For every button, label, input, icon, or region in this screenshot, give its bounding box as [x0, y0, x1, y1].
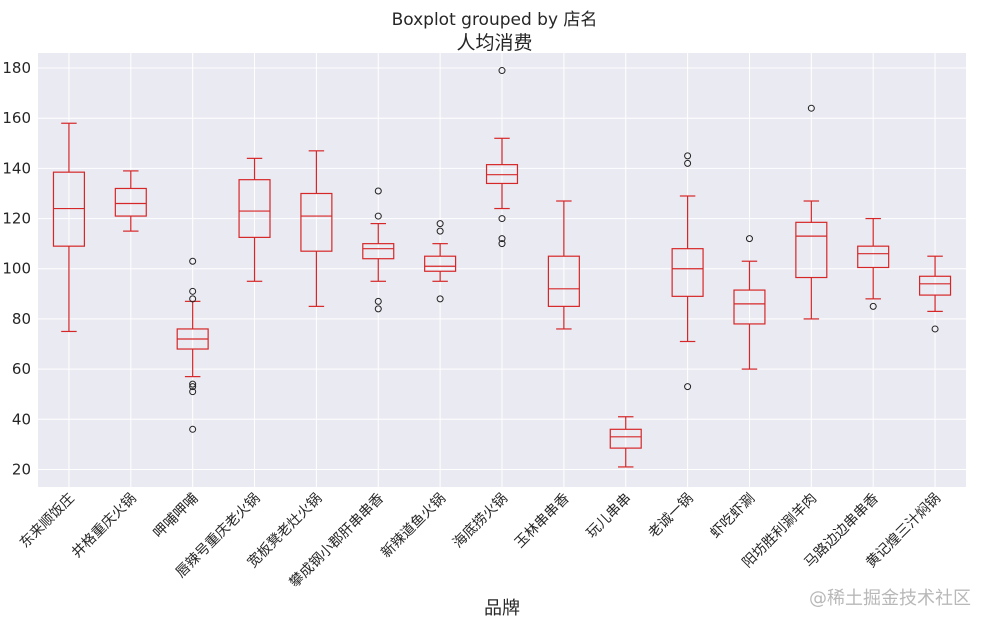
outlier-point — [436, 295, 444, 303]
outlier-point — [684, 152, 692, 160]
y-tick-label: 20 — [12, 460, 31, 478]
box-11 — [733, 235, 766, 370]
box-2 — [176, 257, 209, 433]
outlier-point — [189, 383, 197, 391]
box-12 — [795, 104, 828, 320]
y-tick-label: 140 — [2, 159, 31, 177]
y-axis-ticks: 20 40 60 80 100 120 140 160 180 — [2, 59, 31, 478]
watermark: @稀土掘金技术社区 — [809, 588, 971, 609]
outlier-point — [807, 104, 815, 112]
box-3 — [238, 157, 271, 282]
box-iqr — [300, 192, 333, 252]
x-tick-label: 老诚一锅 — [646, 491, 697, 542]
outlier-point — [189, 425, 197, 433]
box-10 — [671, 152, 704, 391]
y-tick-label: 160 — [2, 109, 31, 127]
box-6 — [424, 220, 457, 303]
y-tick-label: 100 — [2, 260, 31, 278]
outlier-point — [498, 240, 506, 248]
outlier-point — [436, 227, 444, 235]
y-tick-label: 60 — [12, 360, 31, 378]
y-tick-label: 80 — [12, 310, 31, 328]
outlier-point — [189, 287, 197, 295]
box-iqr — [795, 221, 828, 279]
box-iqr — [485, 164, 519, 185]
box-iqr — [609, 428, 642, 449]
box-iqr — [547, 255, 580, 307]
box-4 — [300, 150, 333, 307]
x-tick-label: 新辣道鱼火锅 — [378, 490, 449, 561]
x-tick-label: 玉林串串香 — [512, 491, 573, 552]
outlier-point — [374, 297, 382, 305]
chart-suptitle: Boxplot grouped by 店名 — [391, 10, 598, 30]
outlier-point — [189, 388, 197, 396]
box-iqr — [918, 275, 952, 296]
box-1 — [114, 170, 147, 232]
box-iqr — [857, 245, 890, 269]
x-axis-label: 品牌 — [484, 598, 520, 619]
boxes — [52, 67, 952, 468]
y-tick-label: 40 — [12, 410, 31, 428]
x-tick-label: 东来顺饭庄 — [16, 490, 78, 552]
outlier-point — [684, 383, 692, 391]
x-tick-label: 虾吃虾涮 — [707, 491, 758, 542]
box-7 — [485, 67, 519, 248]
outlier-point — [189, 295, 197, 303]
chart-title: 人均消费 — [456, 32, 533, 54]
outlier-point — [498, 235, 506, 243]
outlier-point — [498, 67, 506, 75]
outlier-point — [498, 215, 506, 223]
x-tick-label: 玩儿串串 — [584, 491, 635, 542]
box-0 — [52, 122, 85, 333]
box-8 — [547, 200, 580, 330]
box-iqr — [733, 289, 766, 325]
box-iqr — [362, 243, 395, 260]
y-tick-label: 180 — [2, 59, 31, 77]
outlier-point — [745, 235, 753, 243]
x-tick-label: 海底捞火锅 — [450, 491, 511, 552]
outlier-point — [374, 187, 382, 195]
box-iqr — [52, 171, 85, 247]
box-iqr — [671, 248, 704, 297]
box-14 — [918, 255, 952, 333]
box-iqr — [114, 187, 147, 217]
x-tick-label: 呷哺呷哺 — [151, 491, 202, 542]
box-iqr — [424, 255, 457, 272]
outlier-point — [189, 257, 197, 265]
outlier-point — [374, 305, 382, 313]
outlier-point — [684, 159, 692, 167]
outlier-point — [869, 302, 877, 310]
outlier-point — [374, 212, 382, 220]
box-5 — [362, 187, 395, 313]
outlier-point — [189, 380, 197, 388]
box-iqr — [238, 179, 271, 238]
box-9 — [609, 416, 642, 468]
outlier-point — [436, 220, 444, 228]
outlier-point — [931, 325, 939, 333]
y-tick-label: 120 — [2, 210, 31, 228]
box-13 — [857, 217, 890, 310]
x-tick-label: 井格重庆火锅 — [69, 491, 140, 562]
